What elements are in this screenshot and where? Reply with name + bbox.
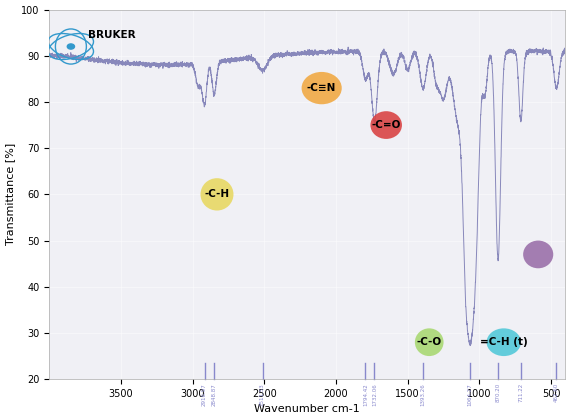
- Text: -C-H: -C-H: [204, 189, 230, 200]
- Text: 2916.97: 2916.97: [202, 383, 207, 406]
- Ellipse shape: [415, 328, 444, 356]
- Text: 1064.27: 1064.27: [468, 383, 473, 406]
- Y-axis label: Transmittance [%]: Transmittance [%]: [6, 143, 15, 245]
- Text: -C=O: -C=O: [372, 120, 401, 130]
- Text: BRUKER: BRUKER: [88, 30, 135, 40]
- Text: 462.60: 462.60: [554, 383, 559, 402]
- Ellipse shape: [301, 72, 341, 104]
- Ellipse shape: [371, 111, 402, 139]
- Ellipse shape: [200, 178, 234, 210]
- X-axis label: Wavenumber cm-1: Wavenumber cm-1: [255, 404, 360, 415]
- Text: -C≡N: -C≡N: [307, 83, 336, 93]
- Text: 1393.26: 1393.26: [420, 383, 425, 406]
- Circle shape: [67, 44, 74, 49]
- Ellipse shape: [523, 241, 553, 268]
- Text: 711.22: 711.22: [518, 383, 523, 402]
- Text: 870.20: 870.20: [496, 383, 501, 402]
- Text: =C-H (t): =C-H (t): [480, 337, 528, 347]
- Text: 1732.06: 1732.06: [372, 383, 377, 406]
- Ellipse shape: [486, 328, 521, 356]
- Text: 1794.42: 1794.42: [363, 383, 368, 406]
- Text: 2848.87: 2848.87: [212, 383, 217, 406]
- Text: -C-O: -C-O: [417, 337, 442, 347]
- Text: 2511.53: 2511.53: [260, 383, 265, 406]
